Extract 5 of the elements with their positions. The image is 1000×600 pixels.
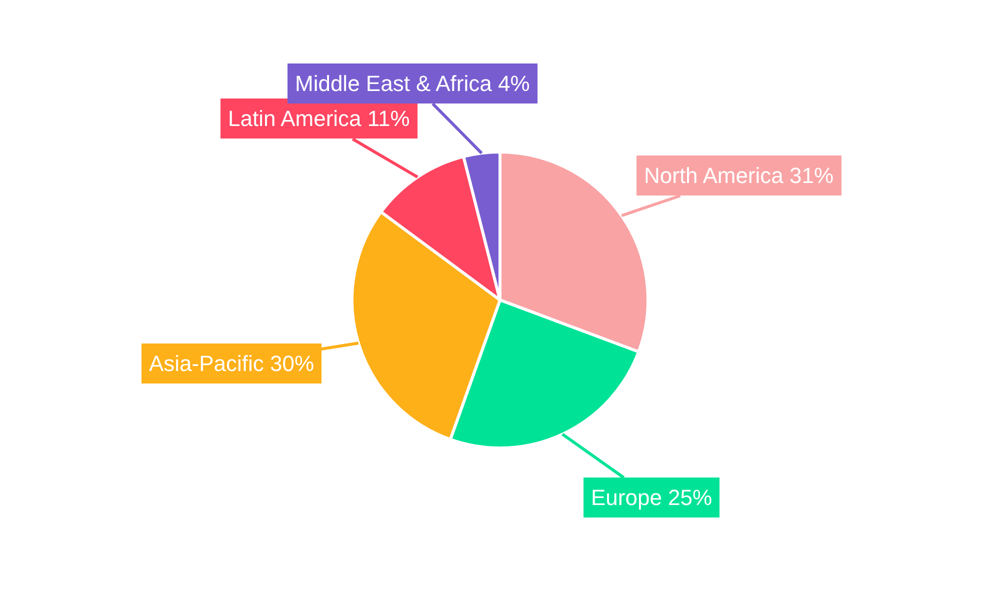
slice-label: Middle East & Africa 4% — [295, 71, 530, 96]
slice-label: North America 31% — [644, 163, 834, 188]
slice-label: Asia-Pacific 30% — [149, 351, 314, 376]
slice-label: Latin America 11% — [228, 106, 410, 131]
slice-label: Europe 25% — [591, 485, 712, 510]
